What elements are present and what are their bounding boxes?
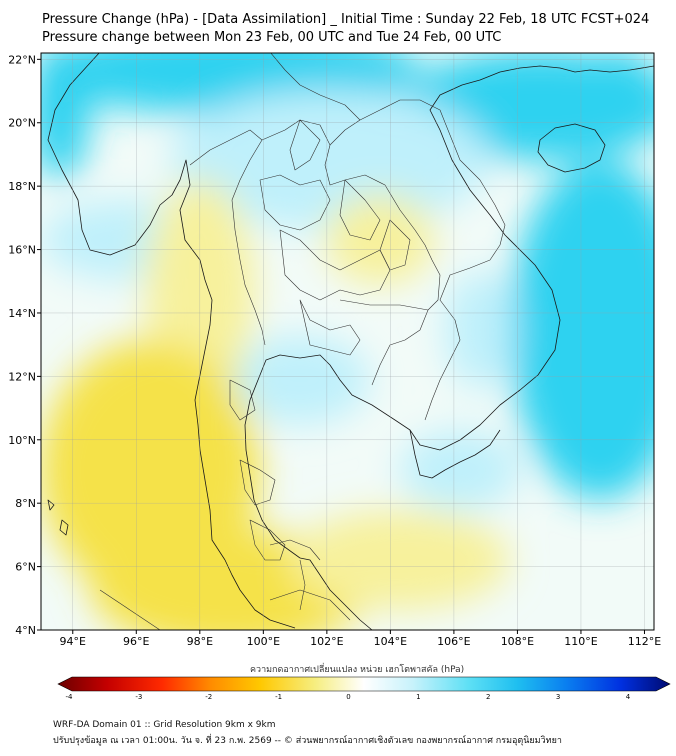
x-tick-label: 112°E	[628, 635, 661, 648]
colorbar-tick-label: 1	[416, 693, 420, 700]
x-tick-label: 106°E	[437, 635, 470, 648]
x-tick-label: 102°E	[310, 635, 343, 648]
colorbar-tick-label: 3	[556, 693, 560, 700]
y-tick-label: 16°N	[8, 244, 36, 257]
admin-borders	[99, 53, 506, 630]
colorbar: -4 -3 -2 -1 0 1 2 3 4	[57, 676, 671, 700]
colorbar-tick-label: 4	[626, 693, 631, 700]
colorbar-tick-label: -3	[135, 693, 142, 700]
footer-update-info: ปรับปรุงข้อมูล ณ เวลา 01:00น. วัน จ. ที่…	[53, 736, 562, 746]
colorbar-tick-label: 0	[346, 693, 350, 700]
footer-model-info: WRF-DA Domain 01 :: Grid Resolution 9km …	[53, 720, 276, 730]
map-title-line-2: Pressure change between Mon 23 Feb, 00 U…	[42, 30, 502, 45]
y-tick-label: 4°N	[15, 624, 36, 637]
colorbar-title: ความกดอากาศเปลี่ยนแปลง หน่วย เฮกโตพาสคัล…	[250, 665, 465, 675]
pressure-change-map: 94°E 96°E 98°E 100°E 102°E 104°E 106°E 108°E 110…	[8, 52, 671, 700]
y-tick-label: 8°N	[15, 497, 36, 510]
x-tick-label: 104°E	[374, 635, 407, 648]
y-tick-label: 12°N	[8, 370, 36, 383]
x-tick-label: 98°E	[187, 635, 213, 648]
colorbar-tick-label: 2	[486, 693, 490, 700]
y-tick-label: 20°N	[8, 117, 36, 130]
colorbar-tick-label: -4	[66, 693, 74, 700]
x-tick-label: 110°E	[564, 635, 597, 648]
x-tick-label: 96°E	[123, 635, 149, 648]
gridlines	[41, 53, 654, 631]
x-tick-label: 94°E	[60, 635, 86, 648]
x-tick-label: 108°E	[501, 635, 534, 648]
x-axis-ticks: 94°E 96°E 98°E 100°E 102°E 104°E 106°E 108°E 110…	[60, 630, 661, 648]
y-tick-label: 6°N	[15, 561, 36, 574]
coastlines	[47, 53, 654, 630]
y-tick-label: 18°N	[8, 180, 36, 193]
y-tick-label: 22°N	[8, 53, 36, 66]
colorbar-tick-label: -2	[205, 693, 212, 700]
y-tick-label: 14°N	[8, 307, 36, 320]
map-title-line-1: Pressure Change (hPa) - [Data Assimilati…	[42, 12, 650, 27]
y-tick-label: 10°N	[8, 434, 36, 447]
map-frame	[40, 52, 655, 631]
x-tick-label: 100°E	[247, 635, 280, 648]
colorbar-tick-label: -1	[275, 693, 282, 700]
pressure-field	[41, 53, 654, 630]
y-axis-ticks: 4°N 6°N 8°N 10°N 12°N 14°N 16°N 18°N 20°N 22°N	[8, 53, 41, 637]
